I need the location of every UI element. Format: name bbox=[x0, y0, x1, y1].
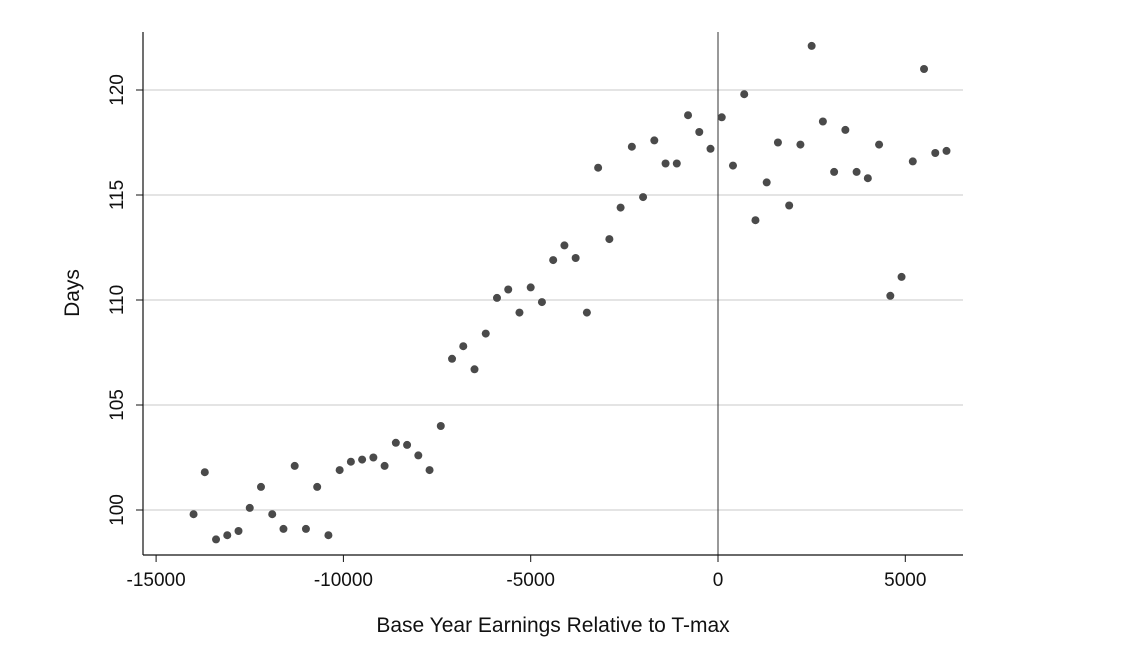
data-point bbox=[245, 503, 254, 512]
data-point bbox=[223, 531, 232, 540]
data-point bbox=[436, 422, 445, 430]
x-tick-label: -15000 bbox=[127, 570, 186, 591]
data-point bbox=[695, 128, 704, 136]
data-point bbox=[189, 510, 198, 519]
data-point bbox=[594, 163, 603, 172]
data-point bbox=[796, 140, 805, 149]
data-point bbox=[751, 216, 760, 225]
data-point bbox=[256, 482, 265, 491]
x-tick-label: -5000 bbox=[506, 570, 555, 591]
data-point bbox=[863, 174, 872, 183]
data-point bbox=[728, 161, 737, 170]
y-tick-label: 120 bbox=[107, 74, 128, 106]
data-point bbox=[807, 41, 816, 50]
data-point bbox=[346, 457, 355, 466]
data-point bbox=[920, 65, 929, 73]
data-point bbox=[414, 451, 423, 460]
data-point bbox=[537, 298, 546, 307]
data-point bbox=[773, 138, 782, 147]
data-point bbox=[785, 201, 794, 210]
data-point bbox=[717, 113, 726, 122]
data-point bbox=[684, 111, 693, 120]
data-point bbox=[313, 482, 322, 491]
data-point bbox=[380, 461, 389, 470]
data-point bbox=[931, 149, 940, 157]
data-point bbox=[481, 329, 490, 338]
x-tick-label: 0 bbox=[713, 570, 724, 591]
data-point bbox=[212, 535, 221, 544]
data-point bbox=[234, 527, 243, 535]
data-point bbox=[279, 524, 288, 533]
data-point bbox=[942, 146, 951, 155]
data-point bbox=[526, 283, 535, 292]
data-point bbox=[515, 308, 524, 317]
data-point bbox=[358, 455, 367, 464]
data-point bbox=[470, 365, 479, 374]
y-tick-label: 115 bbox=[107, 180, 128, 210]
data-point bbox=[841, 125, 850, 134]
x-axis-title: Base Year Earnings Relative to T-max bbox=[376, 614, 730, 637]
data-point bbox=[818, 117, 827, 126]
x-tick-label: 5000 bbox=[884, 570, 926, 591]
data-point bbox=[391, 438, 400, 447]
data-point bbox=[627, 142, 636, 151]
data-point bbox=[549, 256, 558, 265]
data-point bbox=[672, 159, 681, 168]
data-point bbox=[268, 510, 277, 519]
data-point bbox=[908, 157, 917, 166]
data-point bbox=[492, 293, 501, 302]
data-point bbox=[582, 308, 591, 317]
data-point bbox=[504, 285, 513, 294]
y-tick-label: 105 bbox=[107, 389, 128, 421]
gridlines bbox=[143, 89, 963, 511]
data-point bbox=[886, 291, 895, 300]
y-tick-label: 110 bbox=[107, 285, 128, 315]
data-points bbox=[189, 41, 951, 544]
data-point bbox=[875, 140, 884, 149]
data-point bbox=[335, 466, 344, 475]
data-point bbox=[897, 272, 906, 281]
data-point bbox=[852, 167, 861, 176]
data-point bbox=[459, 342, 468, 351]
data-point bbox=[661, 159, 670, 168]
y-tick-label: 100 bbox=[107, 494, 128, 526]
data-point bbox=[706, 144, 715, 153]
data-point bbox=[830, 167, 839, 176]
data-point bbox=[324, 531, 333, 540]
data-point bbox=[403, 440, 412, 449]
data-point bbox=[448, 354, 457, 363]
data-point bbox=[762, 178, 771, 187]
data-point bbox=[425, 466, 434, 475]
data-point bbox=[560, 241, 569, 250]
data-point bbox=[740, 90, 749, 99]
data-point bbox=[369, 453, 378, 462]
y-axis-title: Days bbox=[61, 269, 84, 317]
axes bbox=[136, 32, 963, 562]
data-point bbox=[301, 524, 310, 533]
data-point bbox=[605, 235, 614, 244]
x-tick-label: -10000 bbox=[314, 570, 373, 591]
data-point bbox=[571, 254, 580, 262]
data-point bbox=[650, 136, 659, 145]
data-point bbox=[200, 468, 209, 477]
tick-labels: 100 105 110 115 120 -15000 -10000 -5000 0 5000 bbox=[107, 74, 926, 591]
data-point bbox=[290, 461, 299, 470]
data-point bbox=[639, 193, 648, 202]
data-point bbox=[616, 203, 625, 212]
